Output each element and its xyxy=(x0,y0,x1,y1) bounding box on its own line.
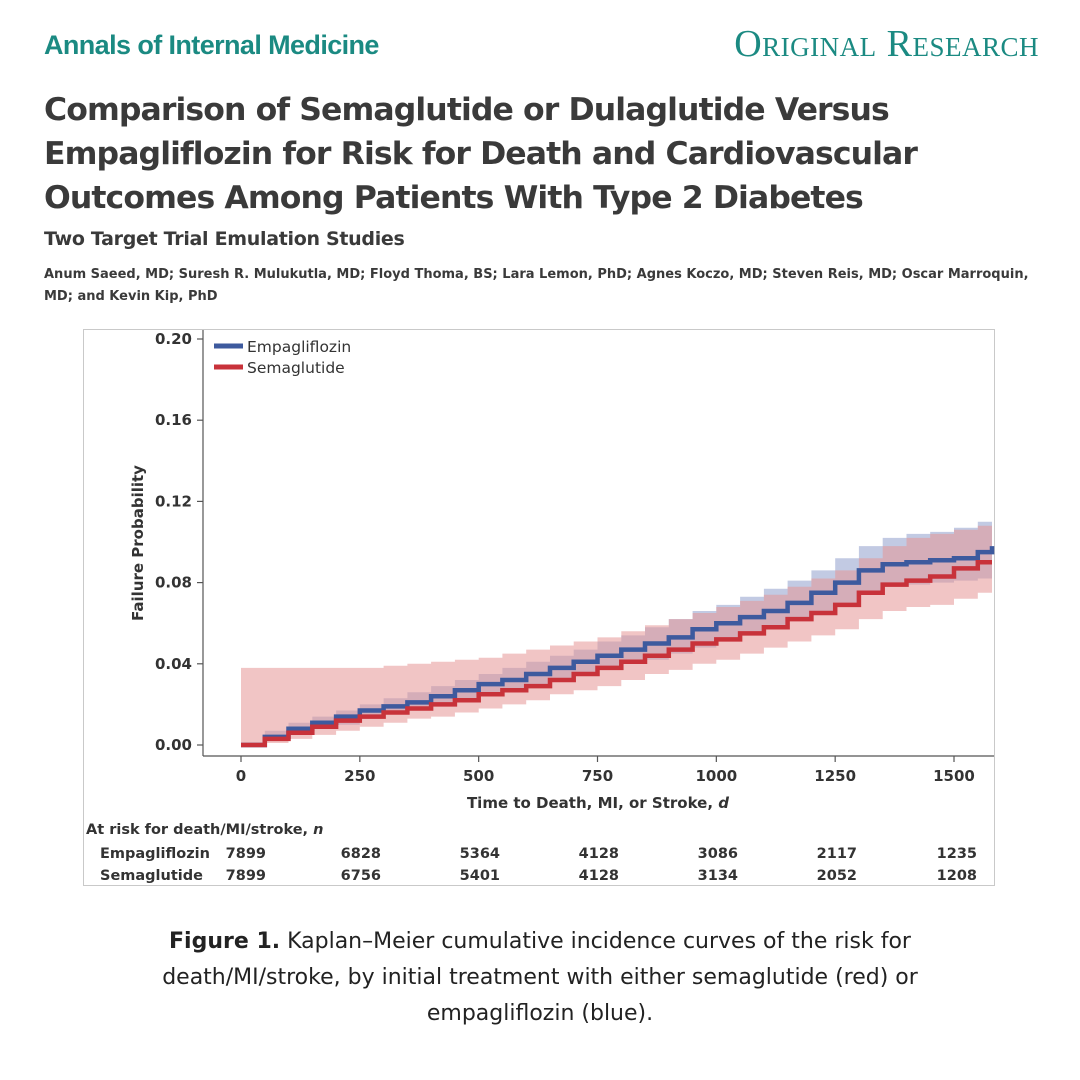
at-risk-count: 1208 xyxy=(936,868,977,884)
semaglutide-ci-band xyxy=(241,523,992,745)
x-tick-label: 500 xyxy=(463,767,494,785)
km-chart: 0.00 0.04 0.08 0.12 0.16 0.20 0 250 500 750 1000 12… xyxy=(129,330,995,812)
at-risk-count: 4128 xyxy=(578,846,619,862)
at-risk-count: 4128 xyxy=(578,868,619,884)
legend-label-semaglutide: Semaglutide xyxy=(247,359,345,377)
x-tick-label: 1500 xyxy=(933,767,975,785)
at-risk-count: 3134 xyxy=(697,868,738,884)
at-risk-count: 7899 xyxy=(225,846,266,862)
at-risk-count: 7899 xyxy=(225,868,266,884)
y-tick-label: 0.04 xyxy=(155,655,192,673)
y-tick-label: 0.20 xyxy=(155,330,192,348)
ci-band-layer xyxy=(241,513,992,745)
y-tick-label: 0.00 xyxy=(155,736,192,754)
section-label: Original Research xyxy=(734,23,1039,65)
y-axis-label: Failure Probability xyxy=(129,465,147,621)
x-tick-label: 1250 xyxy=(814,767,856,785)
at-risk-row-semaglutide: Semaglutide 7899 6756 5401 4128 3134 2052 1208 xyxy=(0,868,1080,890)
axes-layer: 0.00 0.04 0.08 0.12 0.16 0.20 0 250 500 750 1000 12… xyxy=(155,330,994,785)
semaglutide-curve xyxy=(241,560,992,748)
at-risk-row-empagliflozin: Empagliflozin 7899 6828 5364 4128 3086 2117 123… xyxy=(0,846,1080,868)
at-risk-count: 3086 xyxy=(697,846,738,862)
at-risk-row-label: Empagliflozin xyxy=(100,846,210,862)
at-risk-count: 2052 xyxy=(816,868,857,884)
x-tick-label: 0 xyxy=(236,767,246,785)
journal-name: Annals of Internal Medicine xyxy=(44,30,379,60)
y-tick-label: 0.08 xyxy=(155,574,192,592)
figure-caption: Figure 1. Kaplan–Meier cumulative incide… xyxy=(162,929,918,1026)
x-tick-label: 1000 xyxy=(695,767,737,785)
legend-label-empagliflozin: Empagliflozin xyxy=(247,338,351,356)
legend: Empagliflozin Semaglutide xyxy=(214,338,351,377)
at-risk-count: 6756 xyxy=(340,868,381,884)
curve-layer xyxy=(241,546,995,748)
x-tick-label: 750 xyxy=(582,767,613,785)
at-risk-count: 5364 xyxy=(459,846,500,862)
empagliflozin-curve xyxy=(241,546,995,748)
y-tick-label: 0.12 xyxy=(155,492,192,510)
x-axis-label: Time to Death, MI, or Stroke, d xyxy=(467,794,729,812)
article-title: Comparison of Semaglutide or Dulaglutide… xyxy=(44,92,918,216)
at-risk-count: 6828 xyxy=(340,846,381,862)
at-risk-count: 1235 xyxy=(936,846,977,862)
article-subtitle: Two Target Trial Emulation Studies xyxy=(44,228,405,250)
y-tick-label: 0.16 xyxy=(155,411,192,429)
figure-frame xyxy=(83,329,995,886)
at-risk-title: At risk for death/MI/stroke, n xyxy=(86,822,324,838)
author-list: Anum Saeed, MD; Suresh R. Mulukutla, MD;… xyxy=(44,267,1029,304)
x-tick-label: 250 xyxy=(344,767,375,785)
at-risk-count: 5401 xyxy=(459,868,500,884)
at-risk-row-label: Semaglutide xyxy=(100,868,203,884)
at-risk-count: 2117 xyxy=(816,846,857,862)
